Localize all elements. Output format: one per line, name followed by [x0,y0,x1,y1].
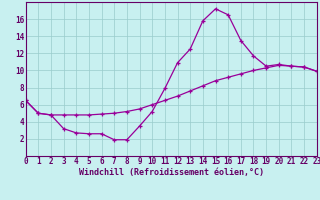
X-axis label: Windchill (Refroidissement éolien,°C): Windchill (Refroidissement éolien,°C) [79,168,264,177]
